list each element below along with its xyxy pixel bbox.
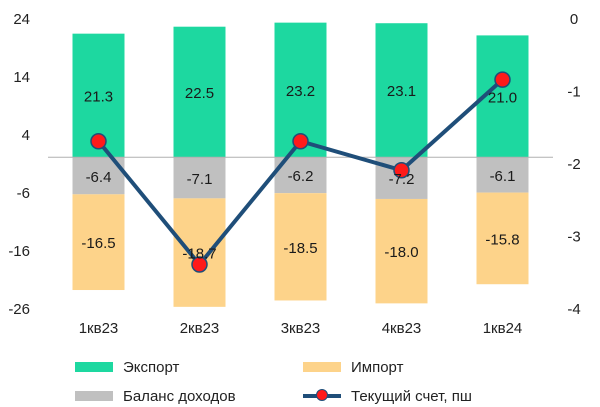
data-label: 21.0 bbox=[488, 89, 517, 106]
right-tick-label: -4 bbox=[567, 301, 580, 318]
bar-segment bbox=[476, 192, 529, 285]
bar-labels: 21.3 -6.4 -16.5 22.5 -7.1 -18.7 23.2 -6.2 -18.5 2… bbox=[81, 83, 519, 263]
data-label: -18.0 bbox=[384, 244, 418, 261]
legend-line-current-account bbox=[303, 389, 341, 401]
legend: Экспорт Импорт Баланс доходов Текущий сч… bbox=[0, 352, 600, 405]
bar-segment bbox=[476, 157, 529, 193]
data-label: -18.5 bbox=[283, 240, 317, 257]
right-tick-label: -1 bbox=[567, 84, 580, 101]
data-label: -6.2 bbox=[288, 168, 314, 185]
line-marker bbox=[494, 71, 511, 88]
data-label: -16.5 bbox=[81, 235, 115, 252]
category-label: 4кв23 bbox=[382, 320, 422, 337]
left-tick-label: 14 bbox=[13, 69, 30, 86]
right-axis-ticks: 0 -1 -2 -3 -4 bbox=[567, 11, 580, 318]
data-label: -7.1 bbox=[187, 171, 213, 188]
right-tick-label: -3 bbox=[567, 229, 580, 246]
left-axis-ticks: 24 14 4 -6 -16 -26 bbox=[8, 11, 30, 318]
legend-item-export: Экспорт bbox=[75, 356, 179, 378]
data-label: -15.8 bbox=[485, 231, 519, 248]
category-label: 3кв23 bbox=[281, 320, 321, 337]
legend-item-import: Импорт bbox=[303, 356, 403, 378]
data-label: -7.2 bbox=[389, 171, 415, 188]
data-label: 23.2 bbox=[286, 83, 315, 100]
legend-label-income-balance: Баланс доходов bbox=[123, 387, 236, 405]
category-label: 1кв23 bbox=[79, 320, 119, 337]
legend-swatch-import bbox=[303, 362, 341, 372]
data-label: -6.4 bbox=[86, 169, 112, 186]
legend-swatch-export bbox=[75, 362, 113, 372]
left-tick-label: -16 bbox=[8, 243, 30, 260]
bar-segment bbox=[375, 23, 428, 158]
legend-label-export: Экспорт bbox=[123, 358, 180, 376]
data-label: -6.1 bbox=[490, 168, 516, 185]
left-tick-label: 24 bbox=[13, 11, 30, 28]
line-marker bbox=[393, 162, 410, 179]
data-label: 23.1 bbox=[387, 83, 416, 100]
category-labels: 1кв23 2кв23 3кв23 4кв23 1кв24 bbox=[79, 320, 523, 337]
left-tick-label: -26 bbox=[8, 301, 30, 318]
left-tick-label: 4 bbox=[22, 127, 30, 144]
category-label: 1кв24 bbox=[483, 320, 523, 337]
legend-marker-current-account bbox=[316, 389, 328, 401]
bar-segment bbox=[375, 198, 428, 304]
bar-segment bbox=[274, 193, 327, 301]
left-tick-label: -6 bbox=[17, 185, 30, 202]
data-label: 21.3 bbox=[84, 88, 113, 105]
bar-segment bbox=[72, 194, 125, 291]
data-label: -18.7 bbox=[182, 246, 216, 263]
legend-swatch-income-balance bbox=[75, 391, 113, 401]
line-marker bbox=[292, 133, 309, 150]
right-tick-label: -2 bbox=[567, 156, 580, 173]
legend-item-current-account: Текущий счет, пш bbox=[303, 385, 472, 407]
line-marker bbox=[90, 133, 107, 150]
data-label: 22.5 bbox=[185, 85, 214, 102]
legend-label-import: Импорт bbox=[351, 358, 404, 376]
legend-label-current-account: Текущий счет, пш bbox=[351, 387, 472, 405]
bar-segment bbox=[173, 26, 226, 158]
legend-item-income-balance: Баланс доходов bbox=[75, 385, 236, 407]
right-tick-label: 0 bbox=[570, 11, 578, 28]
bar-segment bbox=[173, 157, 226, 199]
line-series bbox=[90, 71, 511, 273]
category-label: 2кв23 bbox=[180, 320, 220, 337]
bar-group bbox=[72, 22, 529, 307]
line-marker bbox=[191, 256, 208, 273]
bar-segment bbox=[173, 198, 226, 307]
